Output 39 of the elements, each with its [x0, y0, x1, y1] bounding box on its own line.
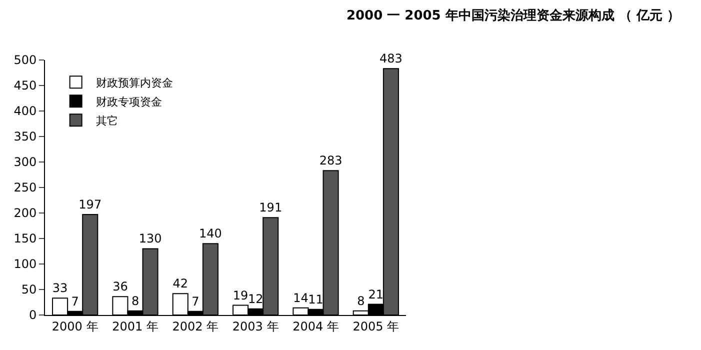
y-tick-label: 250	[14, 180, 37, 195]
data-label: 42	[172, 276, 188, 291]
x-tick-label: 2005 年	[352, 319, 400, 334]
data-label: 8	[357, 294, 365, 308]
data-label: 21	[368, 287, 384, 302]
legend-label: 其它	[96, 114, 118, 128]
y-tick-label: 200	[14, 206, 37, 220]
x-tick-label: 2003 年	[232, 319, 279, 334]
y-tick-label: 350	[14, 130, 37, 144]
data-label: 197	[78, 198, 102, 212]
data-label: 11	[308, 292, 324, 306]
y-tick-label: 50	[21, 282, 37, 297]
x-tick-label: 2002 年	[172, 319, 219, 334]
legend-label: 财政预算内资金	[96, 76, 173, 90]
text: 2000 一 2005 年中国污染治理资金来源构成 （ 亿元 ）	[346, 8, 680, 24]
y-tick-label: 0	[28, 308, 37, 322]
data-label: 7	[192, 294, 200, 308]
y-tick-label: 300	[14, 155, 37, 170]
data-label: 283	[319, 154, 342, 168]
x-tick-label: 2004 年	[292, 319, 339, 334]
y-tick-label: 500	[14, 53, 37, 68]
y-tick-label: 100	[14, 257, 37, 272]
y-tick-label: 150	[14, 232, 37, 246]
data-label: 7	[71, 294, 79, 308]
data-label: 140	[199, 226, 222, 241]
data-label: 36	[112, 280, 128, 294]
x-tick-label: 2000 年	[52, 319, 98, 334]
x-tick-label: 2001 年	[112, 319, 158, 334]
data-label: 19	[232, 288, 248, 302]
y-tick-label: 400	[14, 104, 37, 118]
data-label: 12	[248, 292, 264, 306]
data-label: 14	[293, 290, 308, 305]
legend-label: 财政专项资金	[96, 95, 162, 108]
data-label: 483	[380, 52, 402, 66]
y-tick-label: 450	[14, 78, 37, 93]
data-label: 8	[131, 294, 140, 308]
data-label: 33	[52, 281, 68, 296]
data-label: 130	[138, 232, 162, 246]
data-label: 191	[259, 200, 282, 215]
